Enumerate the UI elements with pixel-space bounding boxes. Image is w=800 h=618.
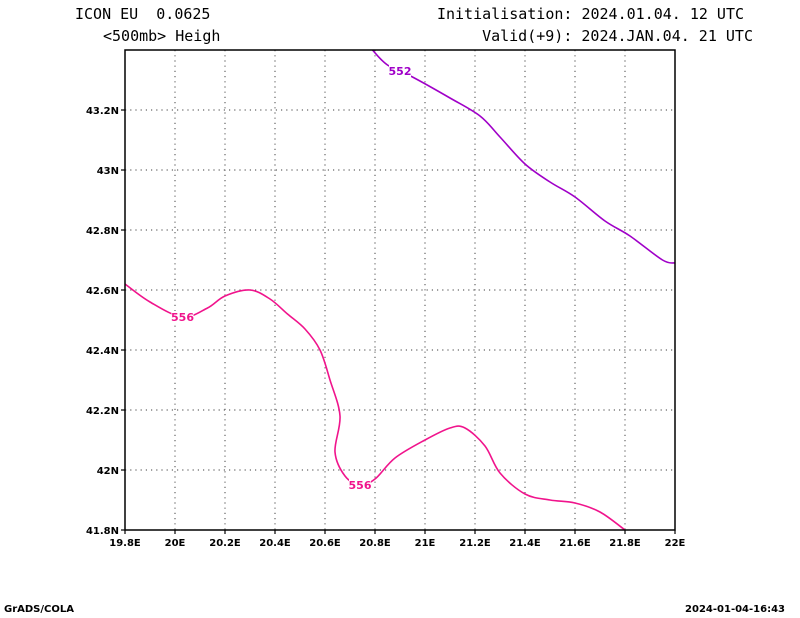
y-tick-label: 42.6N — [86, 286, 119, 297]
field-title: <500mb> Heigh — [103, 27, 221, 45]
x-tick-label: 21.4E — [509, 538, 541, 549]
contour-line-552 — [371, 49, 676, 264]
footer-credit: GrADS/COLA — [4, 604, 74, 615]
contour-label-556: 556 — [171, 311, 194, 324]
x-tick-label: 20.6E — [309, 538, 341, 549]
y-tick-label: 42.8N — [86, 226, 119, 237]
valid-time: Valid(+9): 2024.JAN.04. 21 UTC — [482, 27, 753, 45]
contour-label-bg — [349, 479, 371, 491]
plot-frame — [124, 49, 676, 531]
contour-label-bg — [389, 65, 411, 77]
x-tick-label: 20.8E — [359, 538, 391, 549]
contour-label-556: 556 — [349, 479, 372, 492]
x-tick-label: 20E — [165, 538, 186, 549]
x-tick-label: 21.2E — [459, 538, 491, 549]
x-tick-label: 21E — [415, 538, 436, 549]
contour-lines — [124, 49, 676, 531]
y-tick-label: 41.8N — [86, 526, 119, 537]
y-tick-label: 42.2N — [86, 406, 119, 417]
grid — [125, 50, 675, 530]
x-tick-label: 21.6E — [559, 538, 591, 549]
y-tick-label: 43N — [97, 166, 119, 177]
x-tick-label: 20.2E — [209, 538, 241, 549]
axes: 19.8E 20E 20.2E 20.4E 20.6E 20.8E 21E 21.2E 21.4… — [86, 49, 686, 549]
contour-label-552: 552 — [389, 65, 412, 78]
contour-labels: 552 556 556 — [171, 65, 411, 492]
y-tick-label: 42.4N — [86, 346, 119, 357]
model-title: ICON EU 0.0625 — [75, 5, 211, 23]
x-tick-label: 20.4E — [259, 538, 291, 549]
y-tick-label: 42N — [97, 466, 119, 477]
x-tick-label: 22E — [665, 538, 686, 549]
init-time: Initialisation: 2024.01.04. 12 UTC — [436, 5, 744, 23]
x-tick-label: 21.8E — [609, 538, 641, 549]
y-tick-label: 43.2N — [86, 106, 119, 117]
footer-timestamp: 2024-01-04-16:43 — [685, 604, 785, 615]
contour-label-bg — [171, 311, 194, 323]
contour-line-556 — [124, 283, 626, 531]
x-tick-label: 19.8E — [109, 538, 141, 549]
